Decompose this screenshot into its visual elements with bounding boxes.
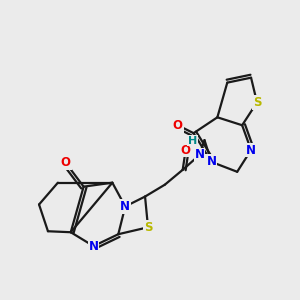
Text: N: N xyxy=(194,148,205,161)
Text: N: N xyxy=(88,240,98,253)
Text: H: H xyxy=(188,136,197,146)
Text: S: S xyxy=(144,221,152,234)
Text: S: S xyxy=(253,96,261,109)
Text: O: O xyxy=(173,119,183,132)
Text: N: N xyxy=(120,200,130,213)
Text: O: O xyxy=(181,143,191,157)
Text: O: O xyxy=(61,156,71,170)
Text: N: N xyxy=(206,155,216,168)
Text: N: N xyxy=(246,143,256,157)
